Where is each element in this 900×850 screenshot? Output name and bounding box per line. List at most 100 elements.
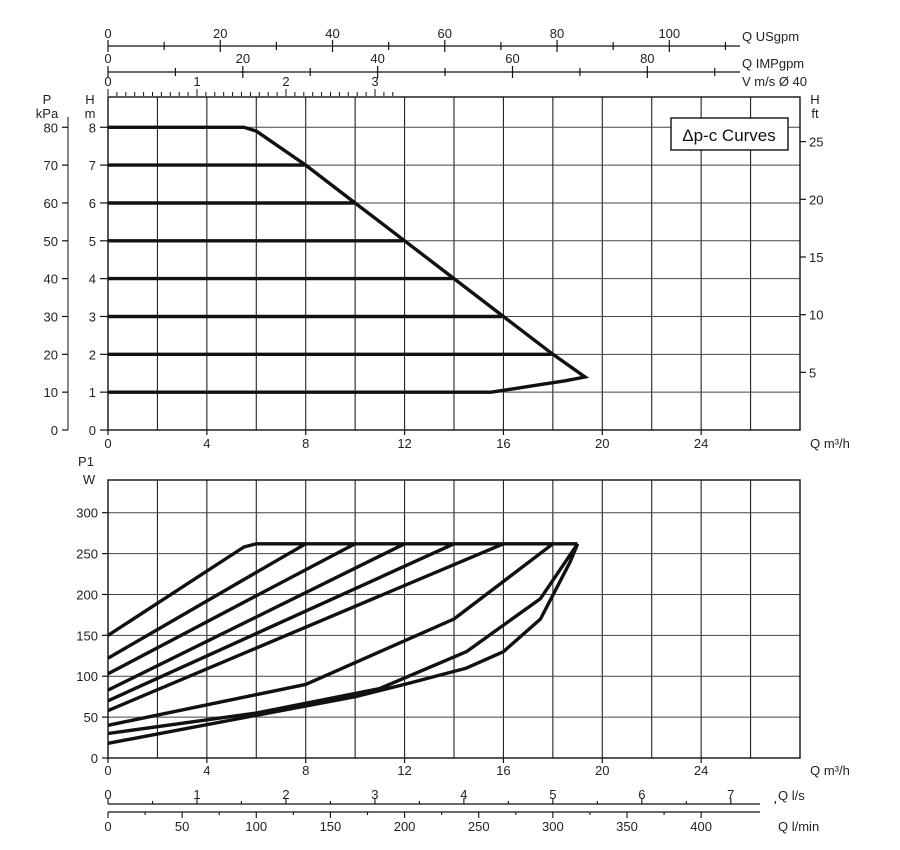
x-tick-label: 0 [104,763,111,778]
x-tick-label: 4 [203,436,210,451]
ls-tick-label: 7 [727,787,734,802]
ft-axis-label: H [810,92,819,107]
p-axis-unit: kPa [36,106,59,121]
ls-axis-label: Q l/s [778,788,805,803]
impgpm-axis-label: Q IMPgpm [742,56,804,71]
p-tick-label: 10 [44,385,58,400]
p-tick-label: 30 [44,309,58,324]
lmin-tick-label: 350 [616,819,638,834]
x-tick-label: 0 [104,436,111,451]
lmin-tick-label: 100 [245,819,267,834]
x-tick-label: 8 [302,436,309,451]
h-tick-label: 4 [89,272,96,287]
velocity-tick-label: 1 [193,74,200,89]
y-tick-label: 250 [76,547,98,562]
x-tick-label: 20 [595,436,609,451]
curve-dp-c-1 [108,125,590,394]
lmin-tick-label: 200 [394,819,416,834]
p-tick-label: 80 [44,120,58,135]
y-tick-label: 150 [76,628,98,643]
ft-tick-label: 5 [809,365,816,380]
x-tick-label: 24 [694,436,708,451]
curve-power-6 [107,542,505,713]
ls-tick-label: 3 [371,787,378,802]
x-tick-label: 16 [496,763,510,778]
usgpm-tick-label: 100 [658,26,680,41]
curve-power-8 [107,542,580,736]
velocity-tick-label: 2 [282,74,289,89]
curve-power-9 [107,543,580,745]
y-tick-label: 200 [76,587,98,602]
lmin-tick-label: 400 [690,819,712,834]
impgpm-tick-label: 40 [370,51,384,66]
velocity-tick-label: 0 [104,74,111,89]
p-tick-label: 20 [44,347,58,362]
h-tick-label: 5 [89,234,96,249]
h-tick-label: 3 [89,309,96,324]
curve-power-4 [107,542,406,692]
x-tick-label: 12 [397,436,411,451]
ls-tick-label: 5 [549,787,556,802]
ft-tick-label: 10 [809,308,823,323]
impgpm-tick-label: 80 [640,51,654,66]
ft-axis-unit: ft [811,106,819,121]
impgpm-tick-label: 20 [236,51,250,66]
ls-tick-label: 6 [638,787,645,802]
lmin-axis-label: Q l/min [778,819,819,834]
x-axis-label: Q m³/h [810,436,850,451]
y-tick-label: 50 [84,710,98,725]
x-tick-label: 8 [302,763,309,778]
lmin-tick-label: 300 [542,819,564,834]
p-tick-label: 40 [44,272,58,287]
ls-tick-label: 1 [193,787,200,802]
h-tick-label: 2 [89,347,96,362]
ls-tick-label: 4 [460,787,467,802]
curve-power-2 [107,542,307,660]
plot-frame [107,479,801,759]
ft-tick-label: 25 [809,135,823,150]
plot-frame [107,96,801,431]
x-tick-label: 20 [595,763,609,778]
h-tick-label: 6 [89,196,96,211]
ls-tick-label: 0 [104,787,111,802]
h-tick-label: 1 [89,385,96,400]
h-tick-label: 0 [89,423,96,438]
ft-tick-label: 20 [809,192,823,207]
lmin-tick-label: 150 [320,819,342,834]
x-tick-label: 16 [496,436,510,451]
y-tick-label: 100 [76,669,98,684]
h-axis-unit: m [85,106,96,121]
usgpm-tick-label: 20 [213,26,227,41]
ft-tick-label: 15 [809,250,823,265]
x-tick-label: 4 [203,763,210,778]
impgpm-tick-label: 60 [505,51,519,66]
h-tick-label: 7 [89,158,96,173]
curve-power-3 [107,542,356,676]
impgpm-tick-label: 0 [104,51,111,66]
h-axis-label: H [85,92,94,107]
chart-title: Δp-c Curves [682,126,776,145]
p-tick-label: 0 [51,423,58,438]
velocity-tick-label: 3 [371,74,378,89]
h-tick-label: 8 [89,120,96,135]
usgpm-tick-label: 60 [438,26,452,41]
head-flow-chart: 0 4 8 12 16 20 24 Q m³/h01234567801020304050607… [36,26,850,451]
x-axis-label: Q m³/h [810,763,850,778]
usgpm-tick-label: 0 [104,26,111,41]
curve-power-1 [107,542,578,637]
p-tick-label: 70 [44,158,58,173]
ls-tick-label: 2 [282,787,289,802]
velocity-axis-label: V m/s Ø 40 [742,74,807,89]
curve-power-5 [107,542,455,703]
legend-box [670,117,789,151]
lmin-tick-label: 250 [468,819,490,834]
power-axis-label: P1 [78,454,94,469]
y-tick-label: 300 [76,506,98,521]
p-tick-label: 60 [44,196,58,211]
p-axis-label: P [43,92,52,107]
curve-power-7 [107,542,554,727]
usgpm-tick-label: 80 [550,26,564,41]
p-tick-label: 50 [44,234,58,249]
